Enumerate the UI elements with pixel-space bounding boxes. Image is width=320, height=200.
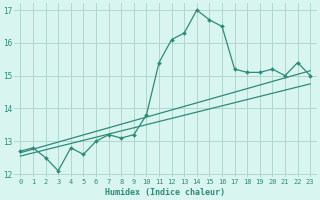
X-axis label: Humidex (Indice chaleur): Humidex (Indice chaleur) (105, 188, 225, 197)
